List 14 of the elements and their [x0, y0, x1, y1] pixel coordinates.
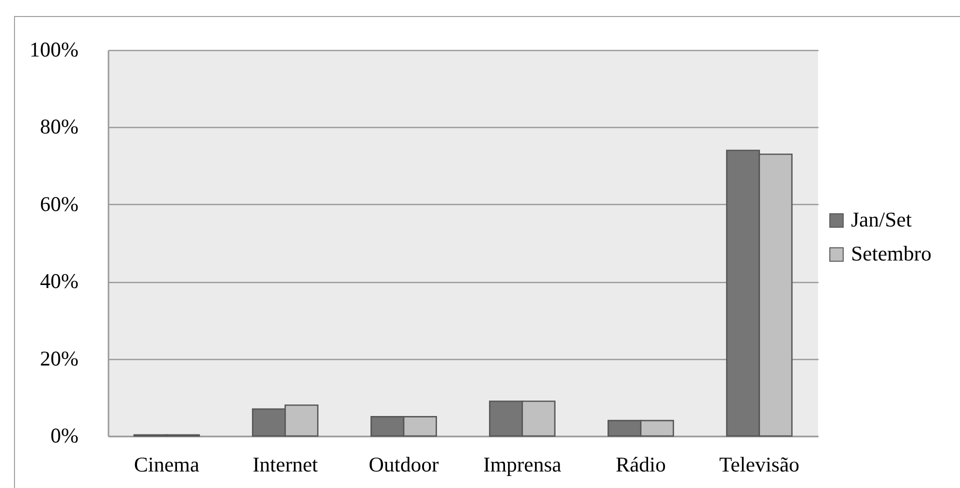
- y-tick-label: 100%: [30, 38, 78, 62]
- x-tick-label: Internet: [252, 452, 318, 476]
- y-tick-label: 0%: [50, 424, 78, 448]
- y-tick-label: 80%: [40, 114, 78, 139]
- y-tick-label: 40%: [40, 269, 78, 294]
- x-tick-label: Outdoor: [368, 452, 439, 476]
- legend-label: Setembro: [851, 242, 932, 266]
- y-tick-label: 60%: [40, 192, 78, 216]
- x-tick-label: Rádio: [616, 452, 666, 476]
- x-tick-label: Cinema: [134, 452, 200, 476]
- y-tick-label: 20%: [40, 346, 78, 370]
- x-tick-label: Imprensa: [483, 452, 562, 476]
- x-tick-label: Televisão: [719, 452, 800, 476]
- legend-label: Jan/Set: [851, 208, 912, 232]
